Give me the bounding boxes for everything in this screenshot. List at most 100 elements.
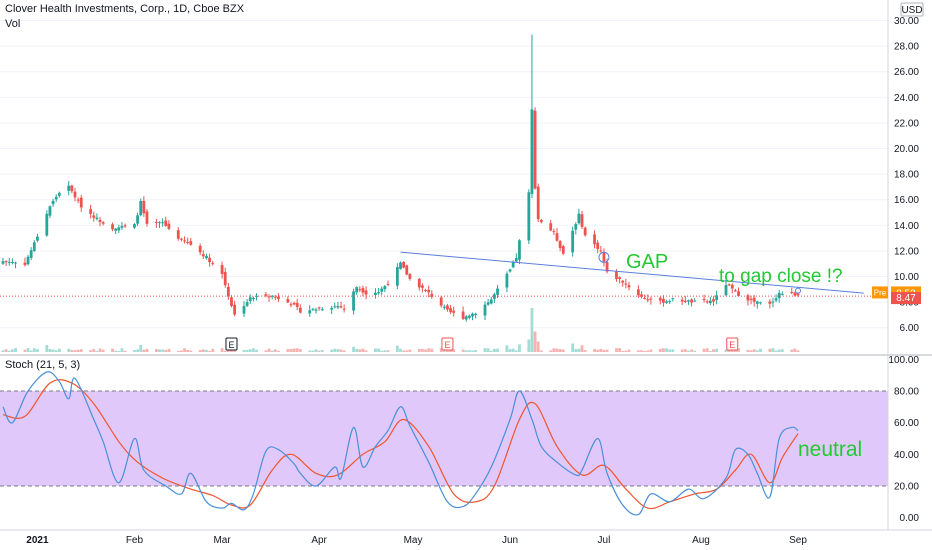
volume-bar <box>489 350 493 352</box>
earnings-marker-1[interactable]: E <box>225 337 238 351</box>
candle-body <box>790 292 794 294</box>
volume-bar <box>593 348 596 352</box>
volume-bar <box>708 350 712 352</box>
volume-bar <box>574 349 578 352</box>
volume-bar <box>621 350 625 352</box>
candle-body <box>364 290 368 295</box>
time-tick-label: Apr <box>311 535 327 546</box>
volume-bars <box>1 308 800 352</box>
candle-body <box>45 213 49 236</box>
volume-bar <box>649 349 653 352</box>
candle-body <box>533 110 537 189</box>
candle-body <box>70 185 74 192</box>
annotation-gap: GAP <box>626 251 668 273</box>
volume-bar <box>774 350 778 352</box>
volume-bar <box>461 349 465 352</box>
candle-body <box>233 304 237 315</box>
candle-body <box>768 301 772 304</box>
candle-body <box>693 300 697 302</box>
volume-bar <box>643 350 647 352</box>
candle-body <box>95 217 99 220</box>
candle-body <box>251 297 255 300</box>
volume-bar <box>486 348 490 352</box>
candle-body <box>311 308 315 310</box>
volume-bar <box>395 345 399 352</box>
candle-body <box>530 109 534 194</box>
volume-bar <box>355 348 359 352</box>
earnings-marker-3[interactable]: E <box>726 337 739 351</box>
volume-bar <box>583 350 587 352</box>
candle-body <box>267 296 271 298</box>
volume-bar <box>496 348 499 352</box>
volume-bar <box>439 348 443 352</box>
volume-bar <box>114 350 118 352</box>
candle-body <box>430 293 434 297</box>
candle-body <box>270 295 274 297</box>
stoch-tick-label: 80.00 <box>894 387 919 398</box>
stoch-k-line <box>2 371 799 516</box>
candle-body <box>264 294 268 296</box>
volume-bar <box>89 350 93 352</box>
volume-bar <box>67 348 71 352</box>
volume-bar <box>427 348 431 352</box>
volume-bar <box>220 348 224 352</box>
price-tick-label: 30.00 <box>894 16 919 27</box>
volume-bar <box>292 348 296 352</box>
volume-bar <box>267 348 271 352</box>
volume-bar <box>358 349 362 352</box>
volume-bar <box>640 350 643 352</box>
volume-bar <box>549 350 553 352</box>
candle-body <box>649 298 653 300</box>
volume-bar <box>705 348 709 352</box>
volume-bar <box>618 348 621 352</box>
candle-body <box>452 310 456 313</box>
price-tick-label: 12.00 <box>894 246 919 257</box>
candle-body <box>615 271 618 280</box>
candle-body <box>771 301 775 303</box>
candle-body <box>405 265 409 275</box>
volume-bar <box>255 349 258 352</box>
volume-bar <box>51 349 55 352</box>
time-axis-ticks: 2021 Feb Mar Apr May Jun Jul Aug Sep <box>26 535 807 546</box>
candle-body <box>133 224 136 228</box>
candle-body <box>339 306 343 308</box>
candle-body <box>467 315 471 318</box>
volume-bar <box>374 348 377 352</box>
candle-body <box>26 256 30 265</box>
candle-body <box>658 297 662 301</box>
volume-bar <box>79 349 83 352</box>
volume-bar <box>755 350 759 352</box>
earnings-marker-label: E <box>729 340 735 350</box>
volume-bar <box>1 350 5 352</box>
volume-bar <box>737 348 740 352</box>
volume-bar <box>361 348 365 352</box>
candle-body <box>671 298 675 300</box>
volume-bar <box>402 350 406 352</box>
candle-body <box>51 200 55 205</box>
volume-bar <box>533 331 537 352</box>
candle-body <box>574 224 578 230</box>
candle-body <box>92 215 96 218</box>
volume-bar <box>198 350 202 352</box>
volume-bar <box>298 349 302 352</box>
stoch-title[interactable]: Stoch (21, 5, 3) <box>5 359 81 371</box>
trendline-start-handle[interactable] <box>795 287 801 294</box>
candle-body <box>505 273 509 288</box>
candle-body <box>23 262 27 265</box>
volume-bar <box>780 349 784 352</box>
volume-bar <box>571 343 575 352</box>
volume-bar <box>539 350 543 352</box>
candle-body <box>424 290 427 292</box>
earnings-marker-2[interactable]: E <box>441 337 454 351</box>
candle-body <box>687 300 690 302</box>
volume-bar <box>120 348 124 352</box>
candle-body <box>474 313 478 316</box>
candle-body <box>380 288 384 292</box>
candle-body <box>4 261 8 263</box>
symbol-title[interactable]: Clover Health Investments, Corp., 1D, Cb… <box>5 3 245 15</box>
time-tick-label: Jul <box>598 535 611 546</box>
volume-bar <box>683 349 687 352</box>
volume-bar <box>180 350 183 352</box>
time-tick-label: 2021 <box>26 535 49 546</box>
